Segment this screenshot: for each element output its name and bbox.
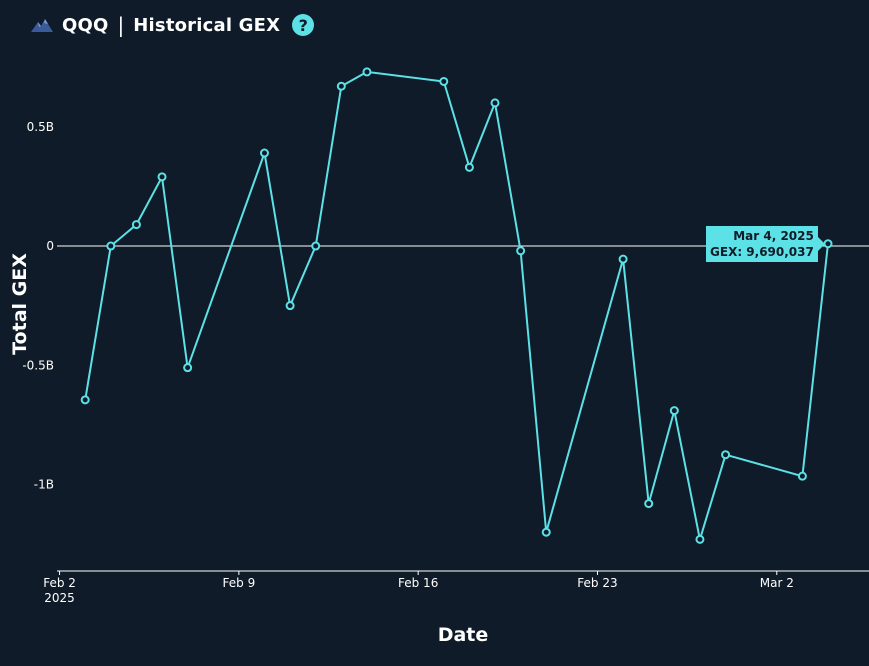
chart-title: Historical GEX (133, 14, 281, 36)
data-point[interactable] (721, 450, 731, 460)
tooltip-value: GEX: 9,690,037 (710, 244, 814, 259)
data-point[interactable] (106, 241, 116, 251)
chart-header: QQQ | Historical GEX ? (30, 11, 315, 39)
x-tick-sublabel: 2025 (44, 591, 75, 605)
y-tick-label: -1B (34, 478, 54, 492)
data-point[interactable] (490, 98, 500, 108)
x-tick-label: Feb 9 (223, 576, 256, 590)
y-axis-ticks: 0.5B 0 -0.5B -1B (22, 120, 54, 492)
series-line (84, 70, 829, 540)
x-tick-label: Feb 16 (398, 576, 438, 590)
data-point[interactable] (464, 162, 474, 172)
ticker-label: QQQ (62, 14, 109, 36)
data-point[interactable] (259, 148, 269, 158)
x-axis-title: Date (438, 624, 489, 646)
x-tick-label: Feb 23 (577, 576, 617, 590)
data-point[interactable] (516, 246, 526, 256)
tooltip-date: Mar 4, 2025 (733, 228, 814, 243)
data-point[interactable] (131, 220, 141, 230)
mountain-logo-icon (31, 19, 53, 32)
data-point[interactable] (336, 81, 346, 91)
data-point[interactable] (644, 499, 654, 509)
data-point[interactable] (285, 301, 295, 311)
x-tick-label: Feb 2 (43, 576, 76, 590)
data-points (80, 67, 833, 544)
hover-tooltip: Mar 4, 2025 GEX: 9,690,037 (706, 225, 818, 262)
data-point[interactable] (541, 527, 551, 537)
y-tick-label: 0 (46, 239, 54, 253)
data-point[interactable] (362, 67, 372, 77)
data-point[interactable] (823, 239, 833, 249)
data-point[interactable] (618, 254, 628, 264)
data-point[interactable] (797, 471, 807, 481)
y-tick-label: 0.5B (27, 120, 54, 134)
data-point[interactable] (669, 406, 679, 416)
data-point[interactable] (157, 172, 167, 182)
title-separator: | (117, 13, 125, 37)
y-tick-label: -0.5B (22, 358, 54, 372)
help-icon[interactable]: ? (292, 14, 315, 36)
data-point[interactable] (439, 76, 449, 86)
data-point[interactable] (311, 241, 321, 251)
data-point[interactable] (80, 395, 90, 405)
data-point[interactable] (695, 534, 705, 544)
x-tick-label: Mar 2 (760, 576, 794, 590)
data-point[interactable] (183, 363, 193, 373)
y-axis-title: Total GEX (9, 253, 31, 355)
